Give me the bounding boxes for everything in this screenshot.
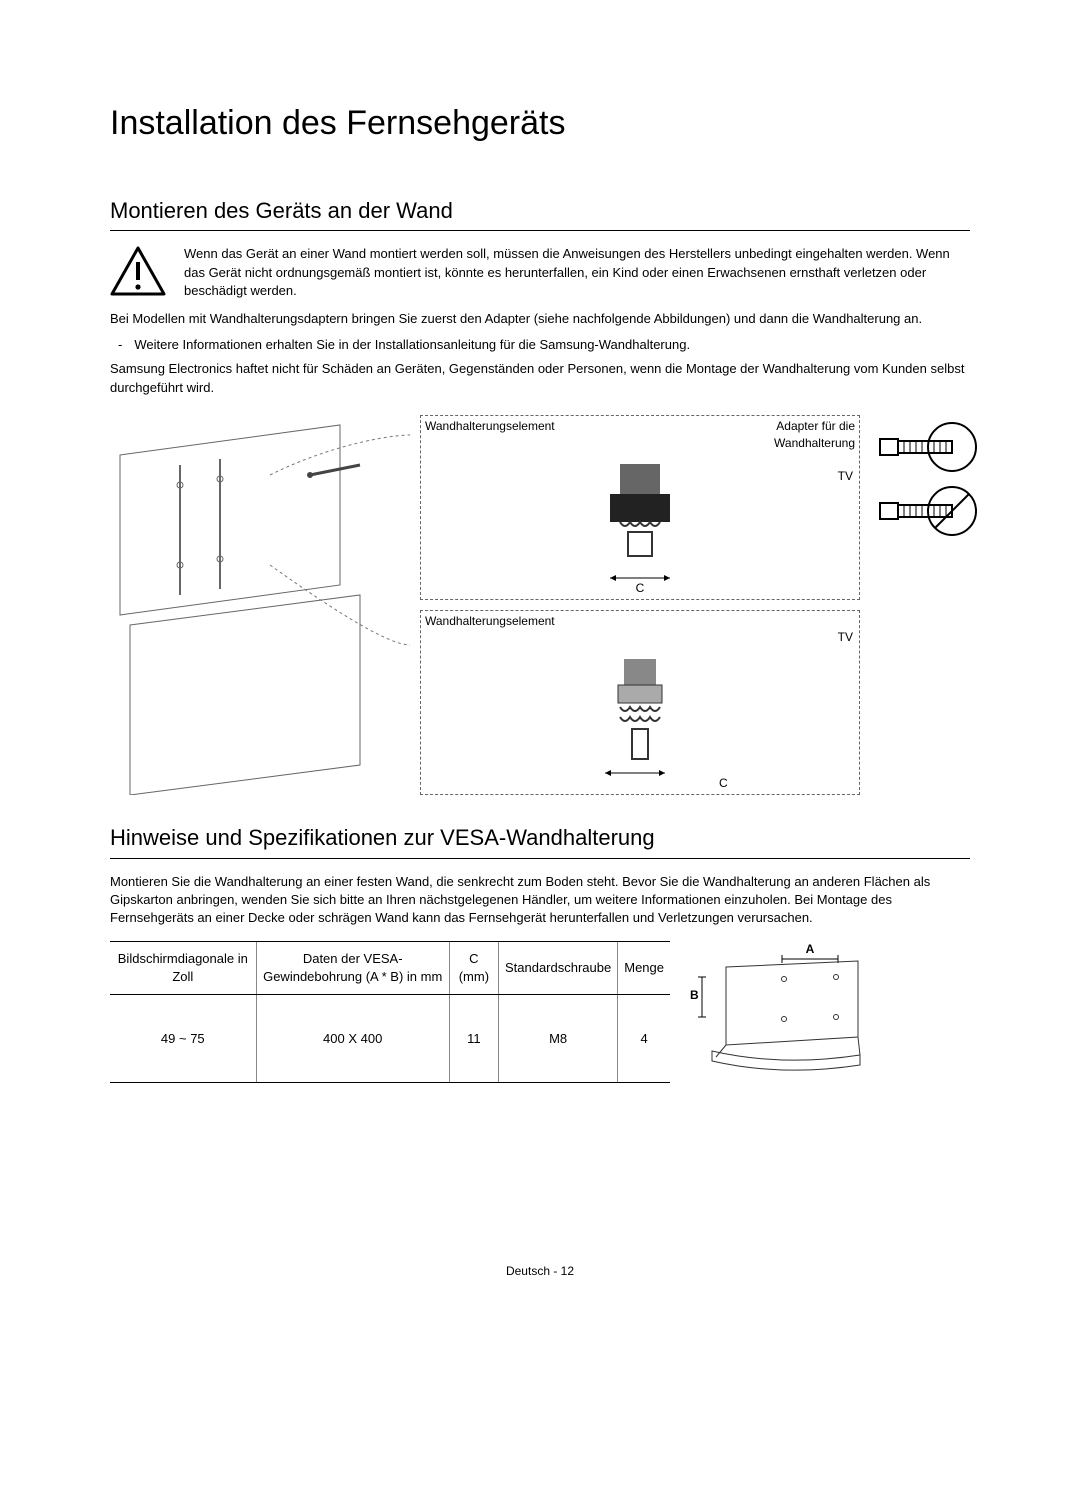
vesa-ab-diagram: A B bbox=[682, 941, 970, 1083]
diagram-tv-outline bbox=[110, 415, 410, 795]
label-c-bottom: C bbox=[719, 775, 728, 792]
label-b: B bbox=[690, 988, 699, 1002]
bolt-ok-icon bbox=[878, 419, 962, 469]
label-tv-bottom: TV bbox=[838, 629, 853, 646]
para-liability: Samsung Electronics haftet nicht für Sch… bbox=[110, 360, 970, 396]
warning-icon bbox=[110, 245, 166, 297]
td-screw: M8 bbox=[498, 995, 617, 1083]
td-vesa: 400 X 400 bbox=[256, 995, 449, 1083]
section1-heading: Montieren des Geräts an der Wand bbox=[110, 196, 970, 232]
diagram-panel-bottom: Wandhalterungselement TV C bbox=[420, 610, 860, 795]
section2-heading: Hinweise und Spezifikationen zur VESA-Wa… bbox=[110, 823, 970, 859]
label-wall-mount-element-2: Wandhalterungselement bbox=[425, 613, 555, 630]
diagram-panel-top: Wandhalterungselement Adapter für die Wa… bbox=[420, 415, 860, 600]
label-wall-mount-element: Wandhalterungselement bbox=[425, 418, 555, 435]
label-adapter: Adapter für die Wandhalterung bbox=[745, 418, 855, 452]
para-adapter: Bei Modellen mit Wandhalterungsdaptern b… bbox=[110, 310, 970, 328]
bolt-no-icon bbox=[878, 483, 962, 533]
warning-text: Wenn das Gerät an einer Wand montiert we… bbox=[184, 245, 970, 300]
th-qty: Menge bbox=[618, 942, 670, 995]
table-row: 49 ~ 75 400 X 400 11 M8 4 bbox=[110, 995, 670, 1083]
para-vesa: Montieren Sie die Wandhalterung an einer… bbox=[110, 873, 970, 928]
td-qty: 4 bbox=[618, 995, 670, 1083]
label-a: A bbox=[806, 942, 815, 956]
page-title: Installation des Fernsehgeräts bbox=[110, 100, 970, 148]
mounting-diagram: Wandhalterungselement Adapter für die Wa… bbox=[110, 415, 970, 795]
td-diagonal: 49 ~ 75 bbox=[110, 995, 256, 1083]
td-c: 11 bbox=[449, 995, 498, 1083]
th-vesa: Daten der VESA-Gewindebohrung (A * B) in… bbox=[256, 942, 449, 995]
th-c: C (mm) bbox=[449, 942, 498, 995]
th-diagonal: Bildschirmdiagonale in Zoll bbox=[110, 942, 256, 995]
table-row: Bildschirmdiagonale in Zoll Daten der VE… bbox=[110, 942, 670, 995]
vesa-spec-table: Bildschirmdiagonale in Zoll Daten der VE… bbox=[110, 941, 670, 1083]
page-footer: Deutsch - 12 bbox=[110, 1263, 970, 1280]
dash-more-info: Weitere Informationen erhalten Sie in de… bbox=[118, 336, 970, 354]
warning-block: Wenn das Gerät an einer Wand montiert we… bbox=[110, 245, 970, 300]
label-tv-top: TV bbox=[838, 468, 853, 485]
th-screw: Standardschraube bbox=[498, 942, 617, 995]
